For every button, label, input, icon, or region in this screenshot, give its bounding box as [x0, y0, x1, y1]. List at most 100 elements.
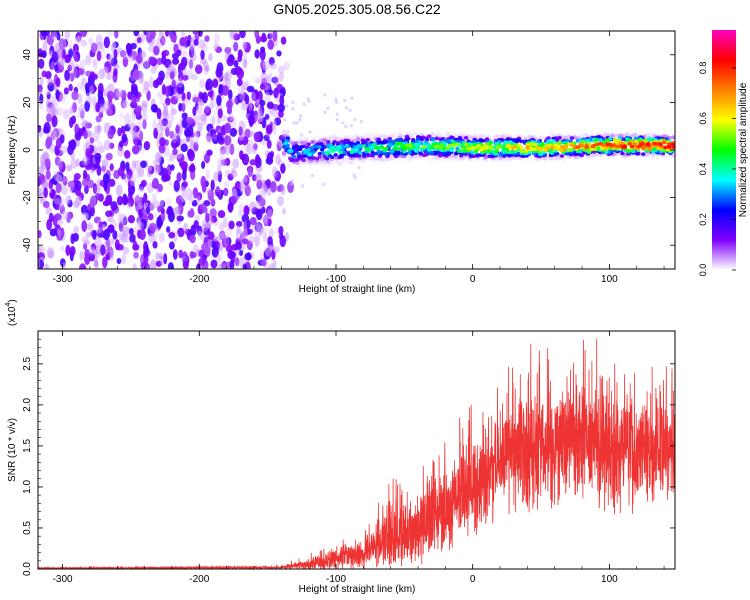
heatmap-cell [290, 179, 294, 183]
heatmap-cell [109, 248, 114, 261]
heatmap-cell [66, 216, 71, 223]
heatmap-cell [620, 151, 625, 156]
heatmap-cell [38, 165, 44, 176]
heatmap-cell [196, 104, 203, 114]
heatmap-cell [162, 109, 169, 122]
heatmap-cell [377, 157, 383, 161]
heatmap-x-axis: -300 -200 -100 0 100 [53, 31, 665, 285]
heatmap-cell [322, 182, 326, 186]
heatmap-cell [265, 75, 271, 85]
heatmap-cell [344, 143, 349, 148]
heatmap-cell [274, 117, 282, 126]
heatmap-cell [178, 249, 184, 259]
heatmap-cell [230, 195, 238, 205]
heatmap-cell [54, 156, 61, 166]
heatmap-cell [108, 142, 115, 149]
heatmap-cell [74, 180, 82, 191]
heatmap-cell [79, 58, 86, 70]
heatmap-cell [243, 51, 248, 63]
heatmap-cell [630, 144, 635, 149]
heatmap-cell [120, 233, 128, 243]
colorbar: 0.0 0.2 0.4 0.6 0.8 Normalized spectral ampl… [698, 30, 749, 276]
heatmap-cell [196, 130, 201, 138]
heatmap-cell [96, 50, 102, 62]
heatmap-cell [169, 164, 175, 171]
heatmap-cell [215, 46, 223, 53]
heatmap-cell [506, 153, 512, 158]
heatmap-cell [185, 188, 193, 200]
heatmap-cell [85, 92, 93, 104]
heatmap-cell [487, 154, 492, 159]
heatmap-cell [156, 122, 162, 133]
heatmap-cell [248, 113, 255, 126]
heatmap-cell [604, 146, 609, 151]
heatmap-cell [246, 106, 251, 114]
heatmap-cell [407, 150, 412, 155]
heatmap-cell [670, 135, 675, 140]
heatmap-cell [47, 82, 55, 92]
heatmap-cell [127, 215, 135, 224]
heatmap-cell [299, 114, 303, 118]
heatmap-cell [321, 151, 326, 155]
heatmap-cell [96, 228, 104, 238]
heatmap-cell [255, 113, 263, 124]
heatmap-cell [254, 101, 260, 108]
heatmap-cell [88, 85, 95, 95]
heatmap-cell [227, 116, 234, 123]
heatmap-cell [112, 230, 118, 240]
heatmap-cell [138, 166, 145, 178]
heatmap-cell [141, 101, 147, 112]
heatmap-cell [220, 146, 227, 155]
heatmap-cell [252, 174, 257, 182]
heatmap-cell [237, 86, 245, 94]
heatmap-cell [234, 257, 240, 267]
heatmap-cell [107, 215, 114, 223]
heatmap-cell [450, 135, 455, 140]
heatmap-cell [95, 227, 102, 234]
heatmap-cell [44, 158, 51, 168]
heatmap-cell [113, 49, 118, 60]
heatmap-cell [347, 159, 352, 164]
heatmap-x-label: Height of straight line (km) [299, 284, 416, 295]
heatmap-cell [40, 154, 46, 167]
heatmap-cell [216, 116, 221, 125]
heatmap-cell [192, 244, 199, 255]
heatmap-cell [45, 206, 52, 216]
heatmap-cell [116, 47, 123, 55]
heatmap-cell [102, 228, 110, 241]
heatmap-cell [110, 40, 116, 49]
heatmap-cell [429, 145, 434, 150]
heatmap-cell [54, 64, 59, 72]
heatmap-cell [51, 108, 59, 117]
heatmap-cell [56, 32, 61, 41]
heatmap-cell [196, 107, 204, 119]
heatmap-cell [51, 31, 56, 38]
x-tick-label-4: 100 [601, 574, 618, 585]
heatmap-cell [323, 93, 327, 97]
heatmap-cell [238, 249, 244, 256]
heatmap-cell [281, 151, 287, 155]
heatmap-cell [131, 131, 139, 140]
heatmap-cell [253, 90, 258, 98]
heatmap-cell [266, 139, 272, 149]
heatmap-cell [266, 152, 274, 163]
heatmap-cell [290, 158, 295, 162]
heatmap-cell [176, 77, 184, 88]
heatmap-cell [335, 118, 339, 122]
heatmap-cell [231, 243, 239, 251]
heatmap-cell [95, 34, 103, 45]
heatmap-cell [289, 149, 294, 153]
heatmap-cell [102, 101, 110, 112]
heatmap-cell [107, 31, 114, 37]
heatmap-cell [177, 203, 184, 215]
heatmap-cell [42, 41, 48, 53]
heatmap-cell [45, 138, 52, 150]
heatmap-cell [307, 155, 313, 160]
heatmap-cell [180, 31, 186, 37]
heatmap-cell [112, 63, 120, 71]
heatmap-cell [272, 118, 277, 130]
heatmap-cell [559, 144, 565, 149]
heatmap-cell [404, 137, 410, 141]
heatmap-cell [192, 187, 199, 199]
